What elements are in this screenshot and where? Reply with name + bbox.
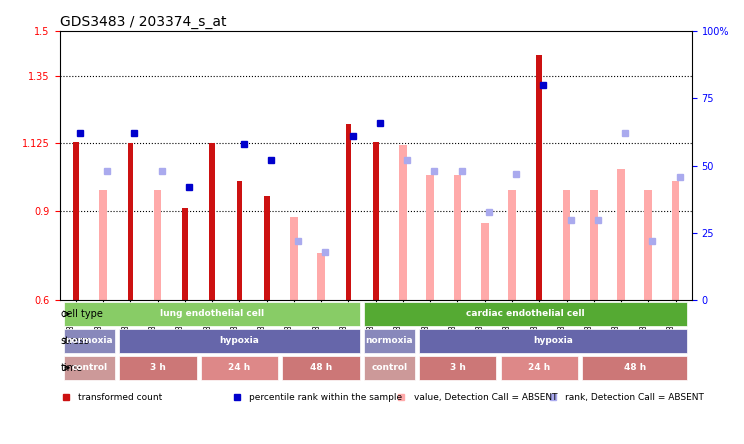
Text: lung endothelial cell: lung endothelial cell [160, 309, 264, 318]
FancyBboxPatch shape [65, 356, 115, 380]
Text: transformed count: transformed count [79, 393, 163, 402]
Bar [562, 190, 571, 301]
Bar [644, 190, 652, 301]
FancyBboxPatch shape [419, 356, 496, 380]
Bar [237, 181, 243, 301]
Bar [182, 208, 187, 301]
Text: 48 h: 48 h [623, 363, 646, 372]
Text: stress: stress [61, 336, 90, 346]
FancyBboxPatch shape [419, 329, 687, 353]
Bar [346, 124, 351, 301]
Bar [99, 190, 107, 301]
Text: 48 h: 48 h [310, 363, 333, 372]
Bar [536, 55, 542, 301]
Bar [618, 169, 625, 301]
Text: normoxia: normoxia [65, 337, 113, 345]
Text: time: time [61, 363, 83, 373]
Text: control: control [371, 363, 408, 372]
Text: hypoxia: hypoxia [533, 337, 573, 345]
Bar [590, 190, 597, 301]
Bar [209, 143, 215, 301]
FancyBboxPatch shape [119, 356, 196, 380]
Bar [400, 145, 407, 301]
Text: 3 h: 3 h [449, 363, 466, 372]
Bar [481, 222, 489, 301]
Text: 3 h: 3 h [150, 363, 166, 372]
Bar [154, 190, 161, 301]
FancyBboxPatch shape [201, 356, 278, 380]
Text: value, Detection Call = ABSENT: value, Detection Call = ABSENT [414, 393, 557, 402]
Bar [454, 175, 461, 301]
Bar [264, 196, 269, 301]
Bar [290, 217, 298, 301]
FancyBboxPatch shape [283, 356, 360, 380]
Text: cardiac endothelial cell: cardiac endothelial cell [466, 309, 585, 318]
Bar [426, 175, 434, 301]
Text: GDS3483 / 203374_s_at: GDS3483 / 203374_s_at [60, 15, 226, 29]
Text: normoxia: normoxia [365, 337, 413, 345]
FancyBboxPatch shape [365, 302, 687, 326]
Bar [373, 142, 379, 301]
FancyBboxPatch shape [65, 329, 115, 353]
Text: cell type: cell type [61, 309, 103, 319]
Bar [73, 142, 79, 301]
FancyBboxPatch shape [65, 302, 360, 326]
FancyBboxPatch shape [365, 329, 414, 353]
Bar [672, 181, 679, 301]
FancyBboxPatch shape [119, 329, 360, 353]
Text: rank, Detection Call = ABSENT: rank, Detection Call = ABSENT [565, 393, 705, 402]
FancyBboxPatch shape [583, 356, 687, 380]
FancyBboxPatch shape [365, 356, 414, 380]
Bar [127, 143, 133, 301]
Text: percentile rank within the sample: percentile rank within the sample [249, 393, 403, 402]
Text: control: control [71, 363, 108, 372]
Text: 24 h: 24 h [228, 363, 251, 372]
Bar [508, 190, 516, 301]
Text: 24 h: 24 h [528, 363, 551, 372]
FancyBboxPatch shape [501, 356, 578, 380]
Bar [318, 253, 325, 301]
Text: hypoxia: hypoxia [219, 337, 260, 345]
